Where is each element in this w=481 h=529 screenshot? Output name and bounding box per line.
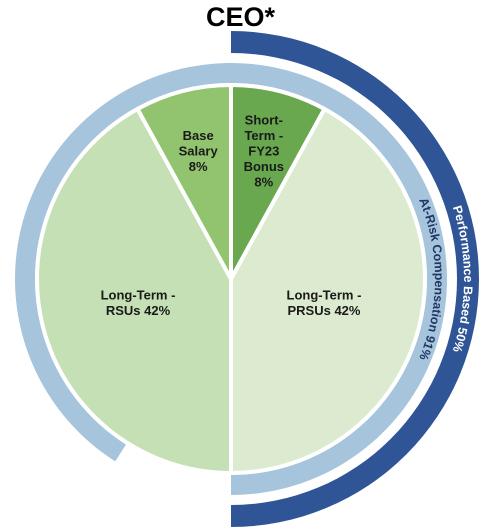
slice-long-term-rsus-42-label: Long-Term -RSUs 42% <box>101 288 176 319</box>
slice-short-term-fy23-bonus-8-label: Short-Term -FY23 Bonus 8% <box>244 113 284 190</box>
chart-title: CEO* <box>205 2 276 32</box>
slice-base-salary-8 <box>134 82 233 280</box>
slice-base-salary-8-label: Base Salary 8% <box>179 128 219 174</box>
slice-long-term-prsus-42-label: Long-Term -PRSUs 42% <box>287 288 362 319</box>
slice-long-term-prsus-42 <box>229 106 427 476</box>
slice-long-term-rsus-42 <box>35 106 233 476</box>
